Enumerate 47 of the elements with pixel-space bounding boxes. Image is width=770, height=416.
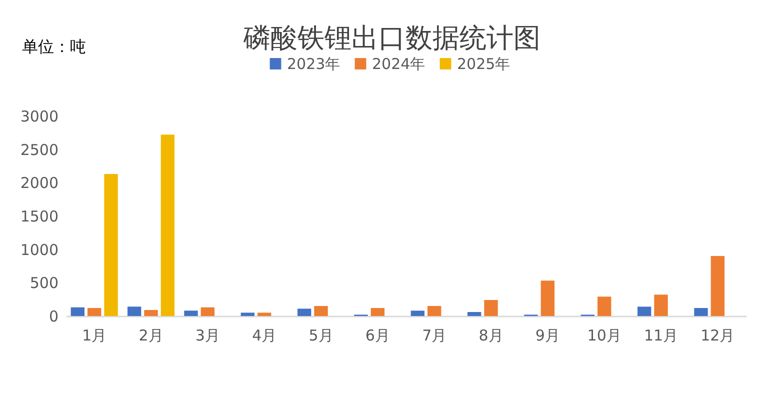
chart-title: 磷酸铁锂出口数据统计图 (242, 23, 540, 54)
bar (654, 294, 668, 316)
bar (427, 306, 442, 316)
x-tick-label: 11月 (644, 326, 678, 344)
bar (314, 306, 328, 316)
x-tick-label: 1月 (82, 326, 107, 344)
bar (540, 280, 555, 316)
bar (710, 256, 725, 316)
bar (240, 312, 254, 316)
bar (144, 310, 158, 316)
bar (597, 296, 612, 316)
legend-label: 2024年 (372, 54, 426, 73)
y-tick-label: 0 (48, 308, 58, 326)
legend-label: 2023年 (287, 54, 340, 73)
bar (127, 306, 142, 316)
bar (637, 306, 652, 316)
legend-label: 2025年 (457, 54, 510, 73)
x-tick-label: 5月 (308, 326, 334, 344)
x-tick-label: 7月 (422, 326, 447, 344)
bar (484, 300, 498, 316)
y-tick-label: 2500 (20, 140, 58, 159)
x-tick-label: 10月 (587, 326, 622, 344)
x-tick-label: 3月 (195, 326, 220, 344)
x-tick-label: 12月 (700, 326, 735, 344)
y-tick-label: 500 (30, 274, 58, 292)
bar (257, 312, 272, 316)
x-tick-label: 6月 (365, 326, 390, 344)
y-tick-label: 1000 (20, 240, 58, 259)
text: 单位：吨 (22, 37, 86, 56)
bar (370, 308, 385, 316)
bar (200, 307, 215, 316)
x-tick-label: 2月 (138, 326, 164, 344)
bar (184, 310, 198, 316)
y-tick-label: 2000 (20, 174, 58, 192)
bar (104, 174, 118, 316)
x-tick-label: 9月 (535, 326, 560, 344)
bar (297, 308, 312, 316)
x-tick-label: 8月 (478, 326, 504, 344)
y-tick-label: 1500 (20, 208, 58, 226)
bar (410, 310, 424, 316)
x-tick-label: 4月 (252, 326, 277, 344)
bar (694, 308, 708, 316)
y-tick-label: 3000 (20, 108, 58, 126)
bar (467, 312, 482, 316)
bar (70, 307, 84, 316)
bar (160, 134, 175, 316)
bar (87, 308, 102, 316)
